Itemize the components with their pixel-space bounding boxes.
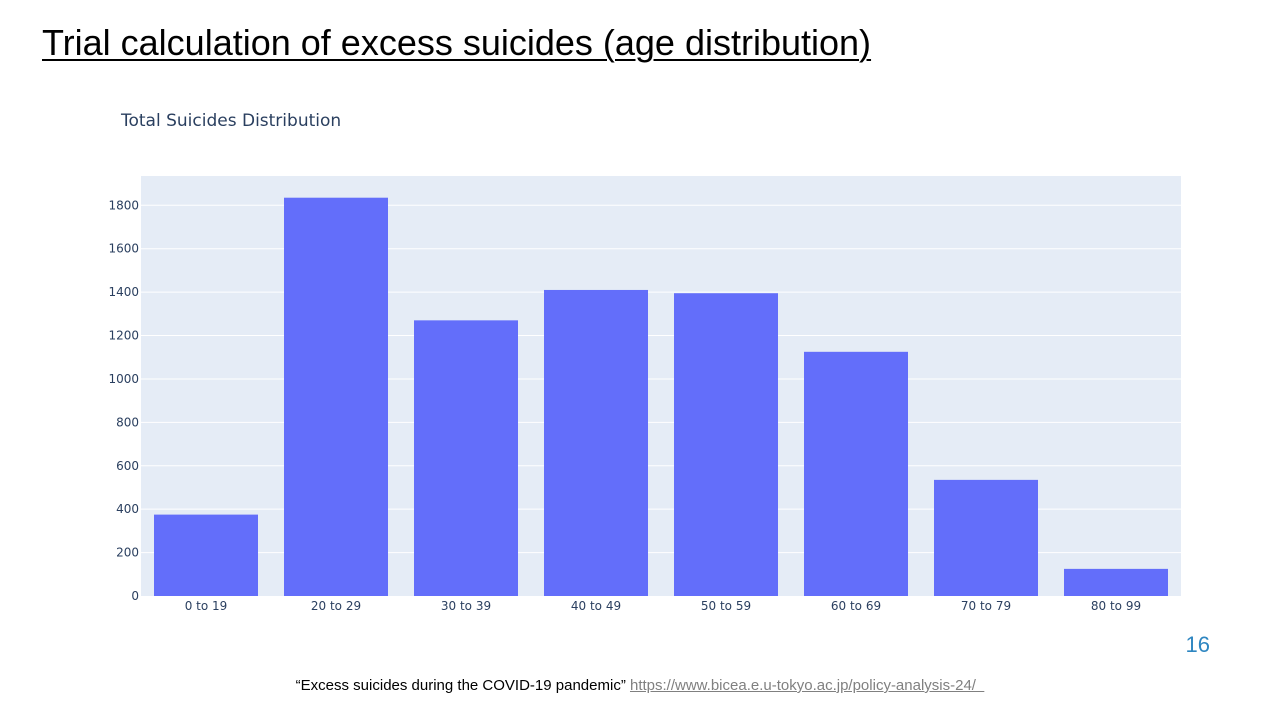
y-tick-label: 1200 bbox=[108, 329, 139, 343]
bars bbox=[154, 197, 1168, 596]
bar-60-to-69[interactable] bbox=[804, 351, 908, 596]
x-tick-label: 20 to 29 bbox=[311, 599, 361, 613]
bar-70-to-79[interactable] bbox=[934, 479, 1038, 596]
bar-30-to-39[interactable] bbox=[414, 320, 518, 596]
source-link[interactable]: https://www.bicea.e.u-tokyo.ac.jp/policy… bbox=[629, 677, 976, 694]
source-link-underscore bbox=[976, 677, 984, 694]
y-tick-label: 0 bbox=[131, 589, 139, 603]
source-text: “Excess suicides during the COVID-19 pan… bbox=[295, 677, 626, 694]
source-citation: “Excess suicides during the COVID-19 pan… bbox=[0, 677, 1280, 694]
y-tick-label: 200 bbox=[116, 546, 139, 560]
x-tick-label: 70 to 79 bbox=[961, 599, 1011, 613]
x-tick-label: 0 to 19 bbox=[185, 599, 228, 613]
bar-40-to-49[interactable] bbox=[544, 289, 648, 596]
x-tick-label: 30 to 39 bbox=[441, 599, 491, 613]
y-tick-label: 600 bbox=[116, 459, 139, 473]
y-tick-label: 1600 bbox=[108, 242, 139, 256]
y-tick-label: 400 bbox=[116, 502, 139, 516]
bar-80-to-99[interactable] bbox=[1064, 568, 1168, 596]
x-tick-label: 60 to 69 bbox=[831, 599, 881, 613]
bar-0-to-19[interactable] bbox=[154, 514, 258, 596]
bar-50-to-59[interactable] bbox=[674, 293, 778, 596]
y-tick-label: 800 bbox=[116, 415, 139, 429]
y-axis-ticks: 0 200 400 600 800 1000 1200 1400 1600 1800 bbox=[108, 198, 139, 603]
bar-20-to-29[interactable] bbox=[284, 197, 388, 596]
chart-title: Total Suicides Distribution bbox=[120, 111, 341, 131]
x-tick-label: 50 to 59 bbox=[701, 599, 751, 613]
x-tick-label: 40 to 49 bbox=[571, 599, 621, 613]
x-tick-label: 80 to 99 bbox=[1091, 599, 1141, 613]
y-tick-label: 1400 bbox=[108, 285, 139, 299]
x-axis-ticks: 0 to 19 20 to 29 30 to 39 40 to 49 50 to 59 6… bbox=[185, 599, 1141, 613]
slide-title: Trial calculation of excess suicides (ag… bbox=[42, 22, 872, 63]
y-tick-label: 1000 bbox=[108, 372, 139, 386]
y-tick-label: 1800 bbox=[108, 198, 139, 212]
page-number: 16 bbox=[1185, 632, 1210, 657]
